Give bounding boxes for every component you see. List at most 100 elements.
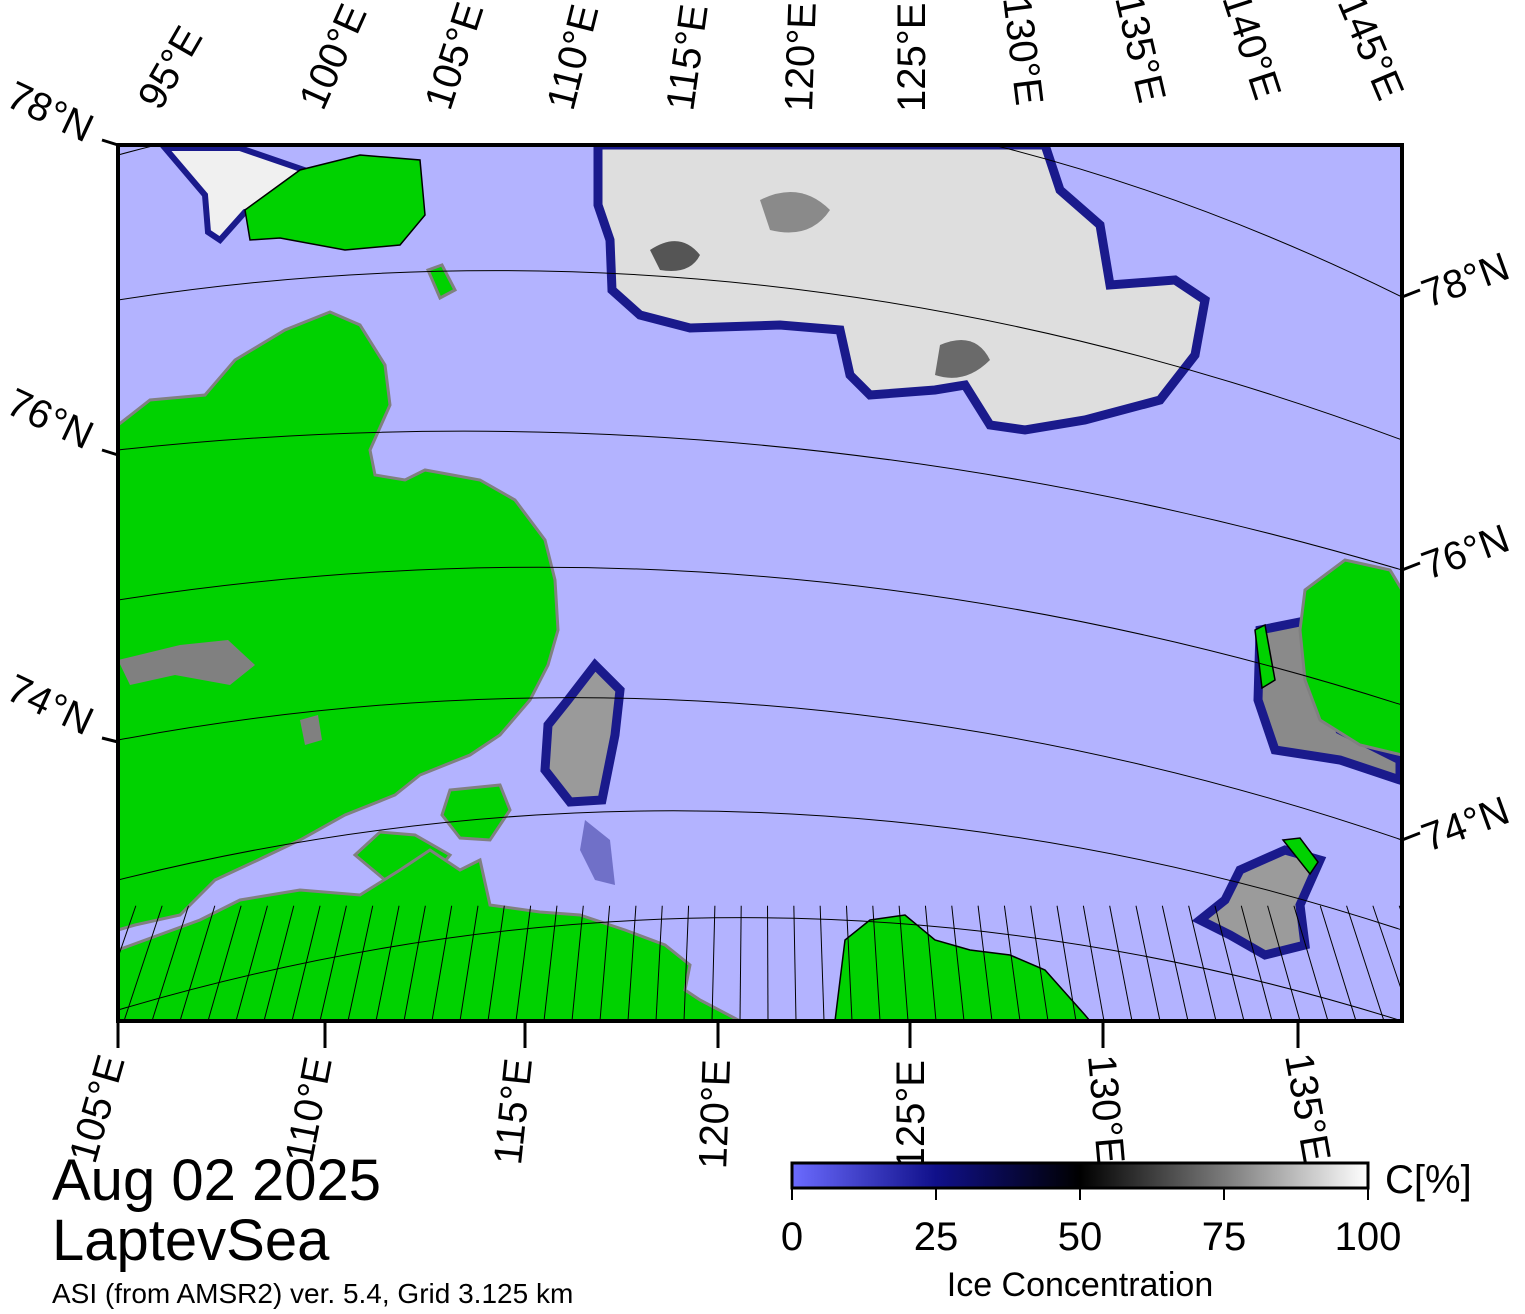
meridian-line xyxy=(291,905,321,1021)
land-south-coast-east xyxy=(834,914,1091,1021)
meridian-line xyxy=(845,905,853,1021)
meridian-line xyxy=(151,905,189,1021)
pack-ice-north xyxy=(593,145,1210,435)
meridian-line xyxy=(1452,906,1496,1021)
meridian-line xyxy=(40,906,83,1021)
meridian-line xyxy=(1293,905,1329,1021)
lat-label-right: 78°N xyxy=(1416,245,1515,317)
meridian-line xyxy=(1426,906,1468,1021)
meridian-line xyxy=(1267,905,1301,1021)
pack-ice-dark-patch xyxy=(650,241,700,271)
latitude-lines xyxy=(118,145,1402,1021)
meridian-line xyxy=(431,905,453,1021)
lon-label-top: 115°E xyxy=(658,2,716,114)
lat-label-left: 78°N xyxy=(0,73,100,151)
meridian-line xyxy=(1056,905,1077,1021)
meridian-line xyxy=(977,905,993,1021)
ice-patch-south xyxy=(580,820,615,885)
meridian-line xyxy=(1319,905,1357,1021)
meridian-line xyxy=(543,905,558,1021)
land-island-bay xyxy=(440,783,512,842)
meridian-line xyxy=(1003,905,1021,1021)
meridian-line xyxy=(118,905,137,959)
meridian-line xyxy=(1372,905,1402,994)
colorbar-tick-label: 25 xyxy=(913,1215,959,1259)
pack-ice-dark-patch xyxy=(935,340,990,378)
meridian-line xyxy=(319,905,347,1021)
meridian-line xyxy=(1188,905,1217,1021)
meridian-line xyxy=(1398,905,1402,916)
lon-label-top: 100°E xyxy=(291,0,376,116)
lon-label-bottom: 125°E xyxy=(889,1060,933,1169)
product-credit: ASI (from AMSR2) ver. 5.4, Grid 3.125 km xyxy=(52,1278,574,1309)
meridian-line xyxy=(375,905,400,1021)
land-small-island xyxy=(425,263,458,301)
meridian-line xyxy=(599,905,611,1021)
meridian-line xyxy=(347,905,374,1021)
lon-label-bottom: 135°E xyxy=(1276,1050,1338,1165)
colorbar-ticks xyxy=(791,1188,1369,1200)
meridian-line xyxy=(819,905,825,1021)
lat-label-left: 74°N xyxy=(0,666,100,744)
meridian-line xyxy=(1082,905,1105,1021)
meridian-line xyxy=(515,905,532,1021)
land-ice-gray-patch xyxy=(300,715,322,745)
meridian-line xyxy=(487,905,505,1021)
meridian-line xyxy=(793,905,797,1021)
left-latitude-labels: 78°N 76°N 74°N xyxy=(0,73,100,744)
meridian-line xyxy=(1135,905,1161,1021)
land-ice-gray-patch xyxy=(118,640,255,685)
land-severnaya-zemlya xyxy=(244,154,426,251)
land-small-island-east xyxy=(1254,623,1276,690)
lon-label-top: 130°E xyxy=(994,0,1051,108)
lon-label-bottom: 120°E xyxy=(691,1059,739,1170)
pack-ice-dark-patch xyxy=(760,192,830,233)
lon-label-top: 120°E xyxy=(777,1,825,112)
meridian-line xyxy=(924,905,937,1021)
colorbar-tick-label: 0 xyxy=(780,1215,804,1259)
land-new-siberian-islands xyxy=(1298,558,1402,757)
lon-label-bottom: 130°E xyxy=(1079,1053,1132,1166)
meridian-line xyxy=(739,905,742,1021)
right-latitude-labels: 78°N 76°N 74°N xyxy=(1416,245,1515,861)
colorbar xyxy=(790,1161,1370,1190)
lon-label-top: 125°E xyxy=(890,3,934,112)
colorbar-tick-label: 100 xyxy=(1334,1215,1402,1259)
map-frame xyxy=(116,143,1404,1023)
top-longitude-labels: 95°E 100°E 105°E 110°E 115°E 120°E 125°E… xyxy=(130,0,1412,116)
meridian-line xyxy=(1214,905,1245,1021)
date-label: Aug 02 2025 xyxy=(52,1148,381,1213)
meridian-line xyxy=(683,905,690,1021)
meridian-line xyxy=(655,905,663,1021)
colorbar-unit: C[%] xyxy=(1385,1158,1472,1202)
land-south-coast xyxy=(118,848,741,1021)
lat-label-right: 74°N xyxy=(1416,789,1515,861)
lon-label-top: 105°E xyxy=(417,0,493,115)
meridian-line xyxy=(711,905,716,1021)
longitude-lines xyxy=(40,905,1496,1021)
meridian-line xyxy=(1109,905,1133,1021)
meridian-line xyxy=(951,905,965,1021)
land-small-island-southeast xyxy=(1281,837,1319,876)
meridian-line xyxy=(235,905,268,1021)
meridian-line xyxy=(1161,905,1189,1021)
meridian-line xyxy=(571,905,584,1021)
meridian-line xyxy=(263,905,295,1021)
frame-ticks xyxy=(101,138,1421,1048)
lon-label-top: 145°E xyxy=(1329,0,1412,106)
meridian-line xyxy=(459,905,479,1021)
colorbar-tick-label: 75 xyxy=(1201,1215,1247,1259)
meridian-line xyxy=(1030,905,1049,1021)
meridian-line xyxy=(207,905,242,1021)
lat-label-right: 76°N xyxy=(1416,517,1515,589)
lon-label-top: 140°E xyxy=(1213,0,1289,105)
meridian-line xyxy=(1346,905,1385,1021)
meridian-line xyxy=(627,905,637,1021)
meridian-line xyxy=(1240,905,1273,1021)
lon-label-top: 110°E xyxy=(539,0,607,114)
meridian-line xyxy=(123,905,163,1021)
region-label: LaptevSea xyxy=(52,1208,330,1273)
meridian-line xyxy=(179,905,216,1021)
meridian-line xyxy=(403,905,426,1021)
